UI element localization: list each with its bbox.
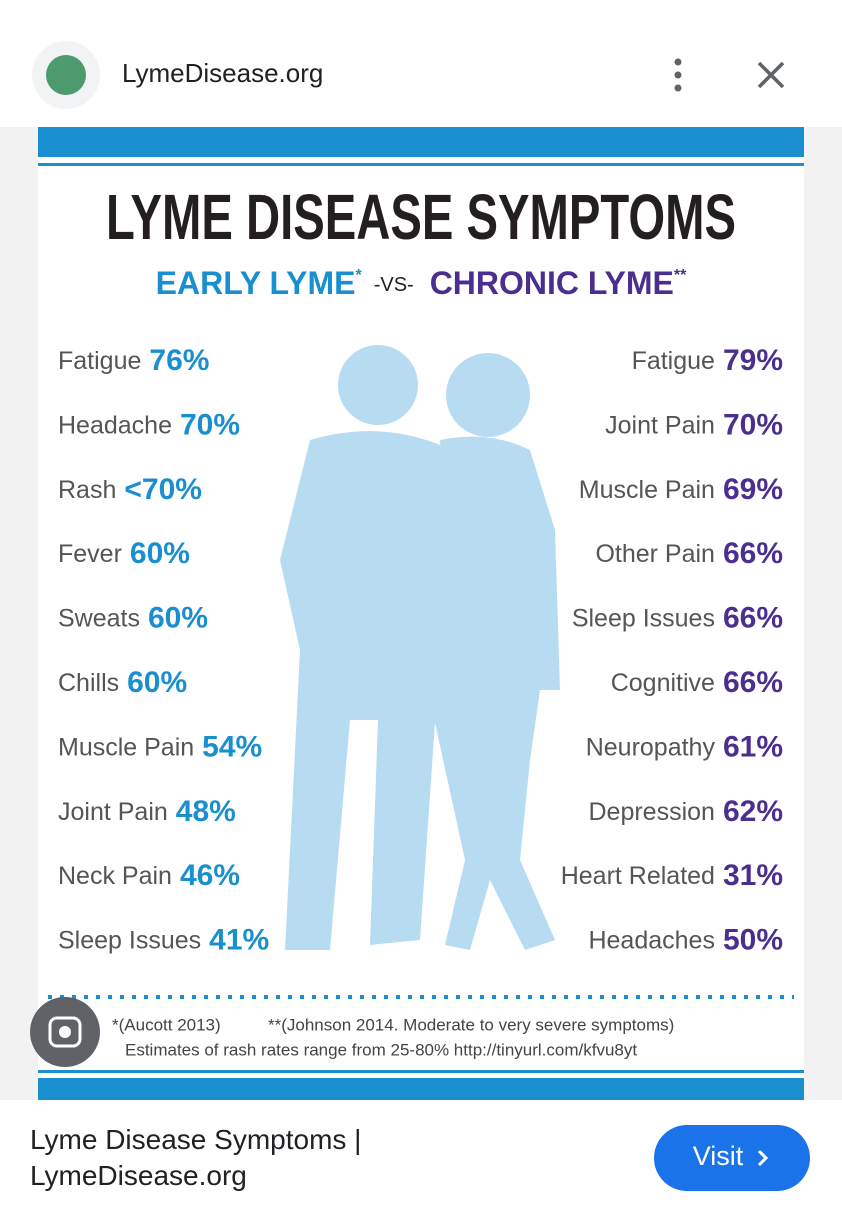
symptom-label: Fatigue (632, 347, 715, 375)
close-stroke (757, 61, 785, 89)
symptom-label: Cognitive (611, 669, 715, 697)
symptom-row: Sweats 60% (58, 602, 208, 635)
symptom-row: Fatigue 76% (58, 344, 209, 377)
dot (674, 71, 682, 79)
symptom-value: <70% (124, 473, 202, 506)
symptom-label: Sleep Issues (572, 604, 715, 632)
visit-label: Visit (693, 1141, 744, 1171)
symptom-value: 31% (723, 859, 783, 892)
footnote: *(Aucott 2013) (112, 1015, 221, 1034)
symptom-label: Neck Pain (58, 862, 172, 890)
chronic-heading: CHRONIC LYME (430, 265, 674, 301)
symptom-value: 60% (148, 602, 208, 635)
symptom-row: Other Pain 66% (595, 537, 783, 570)
symptom-row: Fatigue 79% (632, 344, 783, 377)
early-heading: EARLY LYME (156, 265, 356, 301)
symptom-value: 60% (130, 537, 190, 570)
symptom-rows: Fatigue 76%Headache 70%Rash <70%Fever 60%Swe… (58, 344, 783, 957)
symptom-row: Joint Pain 48% (58, 795, 236, 828)
bottom-line (38, 1070, 804, 1073)
dot (674, 84, 682, 92)
symptom-row: Cognitive 66% (611, 666, 783, 699)
site-name: LymeDisease.org (122, 58, 323, 88)
symptom-label: Depression (589, 797, 715, 825)
lens-icon (48, 1016, 82, 1048)
symptom-value: 66% (723, 602, 783, 635)
symptom-value: 41% (209, 924, 269, 957)
symptom-row: Depression 62% (589, 795, 784, 828)
symptom-row: Rash <70% (58, 473, 202, 506)
symptom-row: Chills 60% (58, 666, 187, 699)
symptom-value: 69% (723, 473, 783, 506)
site-icon-inner (46, 55, 86, 95)
subtitle: EARLY LYME* -VS- CHRONIC LYME** (156, 265, 687, 301)
caption[interactable]: Lyme Disease Symptoms | LymeDisease.org (30, 1124, 362, 1191)
symptom-value: 50% (723, 924, 783, 957)
symptom-label: Fatigue (58, 347, 141, 375)
top-line (38, 163, 804, 166)
symptom-value: 54% (202, 730, 262, 763)
symptom-label: Sleep Issues (58, 926, 201, 954)
symptom-row: Joint Pain 70% (605, 408, 783, 441)
symptom-row: Neck Pain 46% (58, 859, 240, 892)
bottom-bar (38, 1078, 804, 1100)
symptom-label: Joint Pain (605, 411, 715, 439)
symptom-value: 60% (127, 666, 187, 699)
symptom-row: Muscle Pain 69% (579, 473, 783, 506)
close-button[interactable] (757, 61, 785, 89)
top-bar (38, 127, 804, 157)
body-woman (430, 436, 560, 951)
visit-button[interactable]: Visit (654, 1125, 810, 1191)
visit-chevron (757, 1149, 769, 1167)
symptom-label: Joint Pain (58, 797, 168, 825)
footnote: Estimates of rash rates range from 25-80… (125, 1040, 637, 1059)
symptom-row: Heart Related 31% (561, 859, 783, 892)
infographic-title: LYME DISEASE SYMPTOMS (106, 181, 736, 253)
symptom-value: 61% (723, 730, 783, 763)
symptom-label: Neuropathy (586, 733, 716, 761)
symptom-value: 62% (723, 795, 783, 828)
symptom-label: Chills (58, 669, 119, 697)
symptom-label: Other Pain (595, 540, 715, 568)
lens-button[interactable] (30, 997, 100, 1067)
symptom-label: Headache (58, 411, 172, 439)
symptom-row: Sleep Issues 66% (572, 602, 783, 635)
dot (674, 58, 682, 66)
symptom-label: Headaches (588, 926, 714, 954)
symptom-value: 79% (723, 344, 783, 377)
symptom-label: Muscle Pain (579, 475, 715, 503)
chronic-mark: ** (674, 267, 687, 284)
symptom-value: 70% (180, 408, 240, 441)
caption-box: Lyme Disease Symptoms | LymeDisease.org (30, 1124, 362, 1191)
symptom-row: Headaches 50% (588, 924, 783, 957)
symptom-value: 66% (723, 666, 783, 699)
symptom-label: Fever (58, 540, 122, 568)
footnote: **(Johnson 2014. Moderate to very severe… (268, 1015, 674, 1034)
lens-dot (59, 1026, 71, 1038)
body-man (280, 431, 460, 951)
symptom-row: Neuropathy 61% (586, 730, 783, 763)
symptom-row: Fever 60% (58, 537, 190, 570)
more-button[interactable] (674, 58, 682, 92)
head-woman (446, 353, 530, 437)
symptom-value: 70% (723, 408, 783, 441)
early-mark: * (355, 267, 362, 284)
symptom-row: Sleep Issues 41% (58, 924, 269, 957)
symptom-label: Muscle Pain (58, 733, 194, 761)
symptom-label: Heart Related (561, 862, 715, 890)
symptom-label: Sweats (58, 604, 140, 632)
silhouette (280, 345, 560, 951)
versus: -VS- (374, 274, 414, 296)
head-man (338, 345, 418, 425)
symptom-row: Headache 70% (58, 408, 240, 441)
symptom-value: 48% (176, 795, 236, 828)
symptom-value: 46% (180, 859, 240, 892)
symptom-row: Muscle Pain 54% (58, 730, 262, 763)
visit-bg (654, 1125, 810, 1191)
symptom-label: Rash (58, 475, 116, 503)
symptom-value: 76% (149, 344, 209, 377)
symptom-value: 66% (723, 537, 783, 570)
